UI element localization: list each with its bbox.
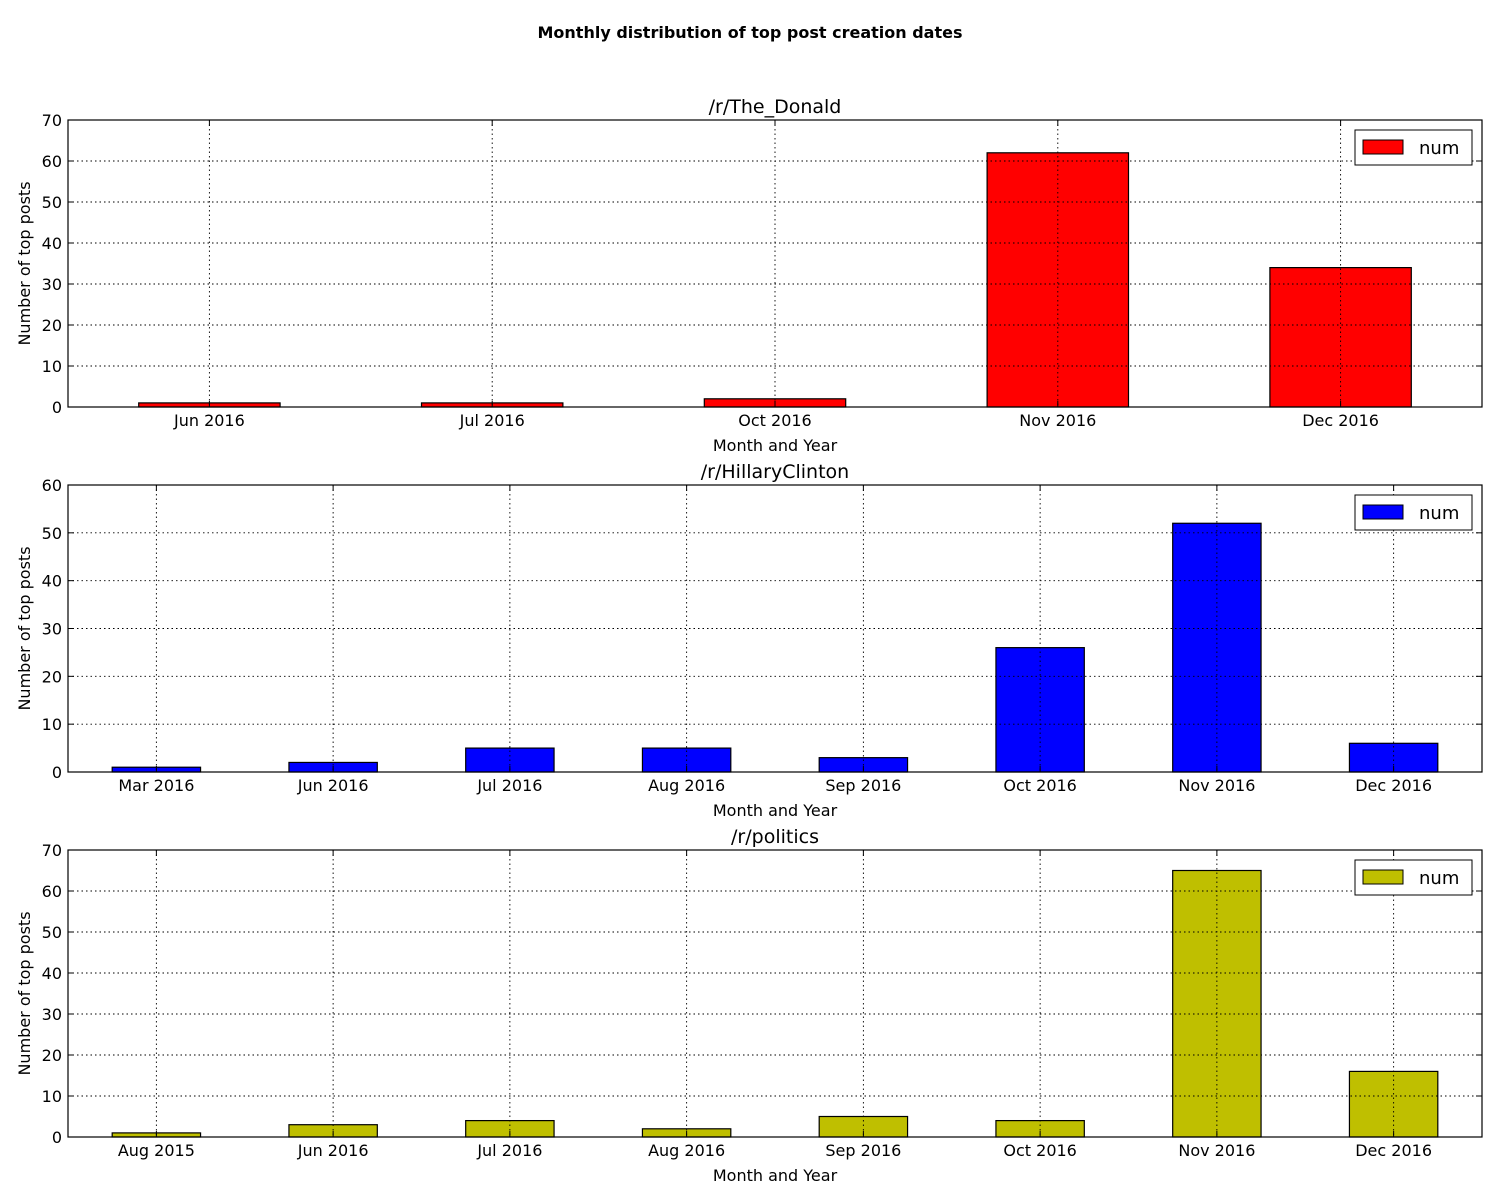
y-tick-label: 60 [42,476,62,495]
y-axis-label: Number of top posts [15,911,34,1075]
y-tick-label: 40 [42,234,62,253]
x-tick-label: Jun 2016 [297,1141,369,1160]
y-tick-label: 20 [42,316,62,335]
y-tick-label: 50 [42,524,62,543]
legend-label: num [1419,503,1459,524]
subplots: /r/The_Donald 0 10 20 30 40 50 60 70 Jun 2016 Jul … [15,96,1483,1185]
x-tick-label: Dec 2016 [1355,776,1432,795]
y-tick-label: 10 [42,357,62,376]
x-tick-label: Sep 2016 [825,1141,901,1160]
x-tick-label: Nov 2016 [1178,776,1255,795]
y-tick-label: 50 [42,923,62,942]
y-tick-label: 30 [42,620,62,639]
x-tick-label: Jul 2016 [476,776,542,795]
y-axis-label: Number of top posts [15,546,34,710]
x-tick-label: Jun 2016 [297,776,369,795]
x-tick-label: Oct 2016 [1003,1141,1076,1160]
legend-label: num [1419,868,1459,889]
y-tick-label: 60 [42,152,62,171]
x-tick-label: Dec 2016 [1302,411,1379,430]
y-tick-label: 40 [42,964,62,983]
legend: num [1354,129,1473,166]
subplot-title: /r/The_Donald [709,96,842,118]
legend-swatch [1362,139,1404,155]
legend: num [1354,494,1473,531]
x-tick-label: Nov 2016 [1178,1141,1255,1160]
y-tick-label: 0 [52,398,62,417]
x-tick-label: Dec 2016 [1355,1141,1432,1160]
legend-swatch [1362,869,1404,885]
x-tick-label: Mar 2016 [118,776,194,795]
x-tick-label: Jul 2016 [476,1141,542,1160]
x-tick-label: Jun 2016 [173,411,245,430]
legend-label: num [1419,138,1459,159]
y-tick-label: 20 [42,667,62,686]
x-tick-label: Aug 2015 [118,1141,195,1160]
y-tick-label: 0 [52,763,62,782]
subplot-1: /r/The_Donald 0 10 20 30 40 50 60 70 Jun 2016 Jul … [15,96,1483,455]
legend: num [1354,859,1473,896]
x-axis-label: Month and Year [713,801,838,820]
y-tick-label: 30 [42,1005,62,1024]
bar-nov-2016 [986,152,1130,408]
x-tick-label: Jul 2016 [459,411,525,430]
subplot-2: /r/HillaryClinton 0 10 20 30 40 50 60 Mar 2016 Ju… [15,461,1483,820]
y-tick-label: 70 [42,841,62,860]
x-tick-label: Oct 2016 [738,411,811,430]
y-tick-label: 60 [42,882,62,901]
y-tick-label: 30 [42,275,62,294]
y-tick-label: 10 [42,715,62,734]
y-axis-label: Number of top posts [15,181,34,345]
legend-swatch [1362,504,1404,520]
subplot-3: /r/politics 0 10 20 30 40 50 60 70 Aug 2015 Jun 20… [15,826,1483,1185]
y-tick-label: 50 [42,193,62,212]
x-tick-label: Aug 2016 [648,776,725,795]
figure-title: Monthly distribution of top post creatio… [538,23,963,42]
subplot-title: /r/politics [731,826,819,848]
y-tick-label: 70 [42,111,62,130]
x-tick-label: Nov 2016 [1019,411,1096,430]
bar-dec-2016 [1348,1070,1439,1138]
x-axis-label: Month and Year [713,436,838,455]
x-tick-label: Oct 2016 [1003,776,1076,795]
y-tick-label: 40 [42,572,62,591]
subplot-title: /r/HillaryClinton [701,461,849,483]
y-tick-label: 10 [42,1087,62,1106]
x-tick-label: Aug 2016 [648,1141,725,1160]
y-tick-label: 20 [42,1046,62,1065]
y-tick-label: 0 [52,1128,62,1147]
plot-frame [67,849,1483,1138]
x-axis-label: Month and Year [713,1166,838,1185]
x-tick-label: Sep 2016 [825,776,901,795]
